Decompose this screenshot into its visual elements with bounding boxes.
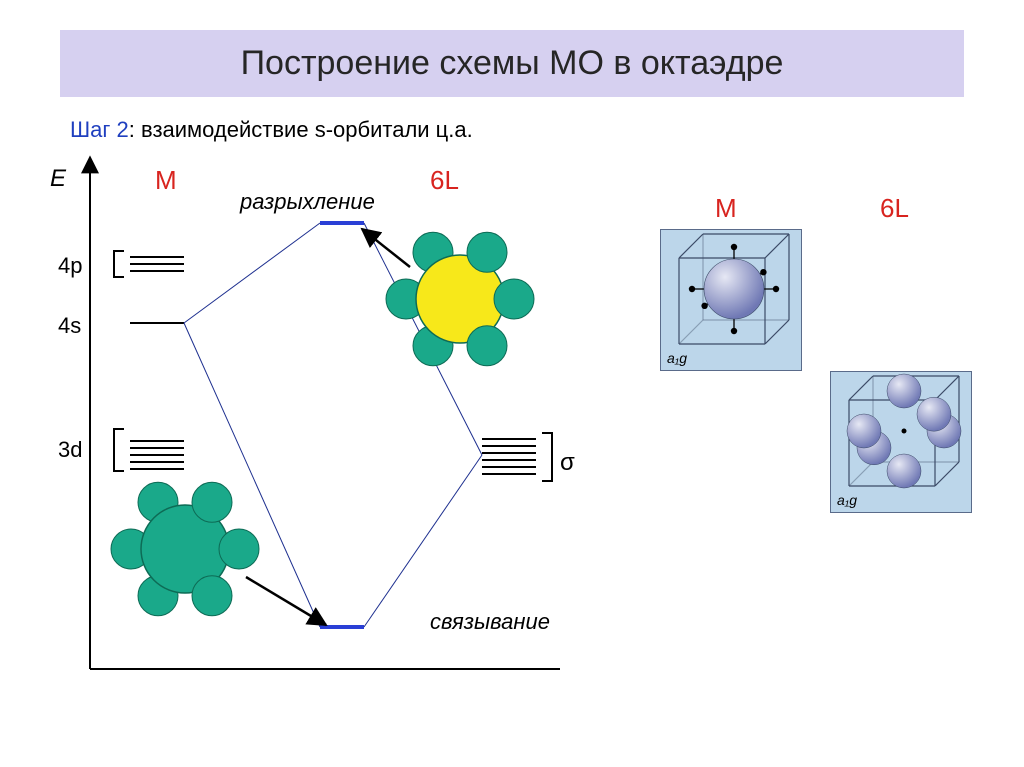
label-4p: 4p [58,253,82,279]
slide-title: Построение схемы МО в октаэдре [60,30,964,97]
ligand-label-left: 6L [430,165,459,196]
metal-label-left: M [155,165,177,196]
subtitle: Шаг 2: взаимодействие s-орбитали ц.а. [70,117,1024,143]
cube-metal: a₁g [660,229,802,371]
slide-title-text: Построение схемы МО в октаэдре [241,44,784,82]
subtitle-rest: : взаимодействие s-орбитали ц.а. [129,117,473,142]
antibonding-label: разрыхление [240,189,375,215]
label-4s: 4s [58,313,81,339]
cube-ligand-svg [831,372,971,512]
energy-axis-label: E [50,165,66,193]
cube-ligand-caption: a₁g [837,492,857,508]
bonding-label: связывание [430,609,550,635]
metal-label-right: M [715,193,737,224]
sigma-label: σ [560,449,575,477]
subtitle-step: Шаг 2 [70,117,129,142]
label-3d: 3d [58,437,82,463]
diagram-stage: E M 6L разрыхление связывание σ 4p 4s 3d… [0,149,1024,767]
cube-metal-svg [661,230,801,370]
cube-ligand: a₁g [830,371,972,513]
cube-metal-caption: a₁g [667,350,687,366]
ligand-label-right: 6L [880,193,909,224]
